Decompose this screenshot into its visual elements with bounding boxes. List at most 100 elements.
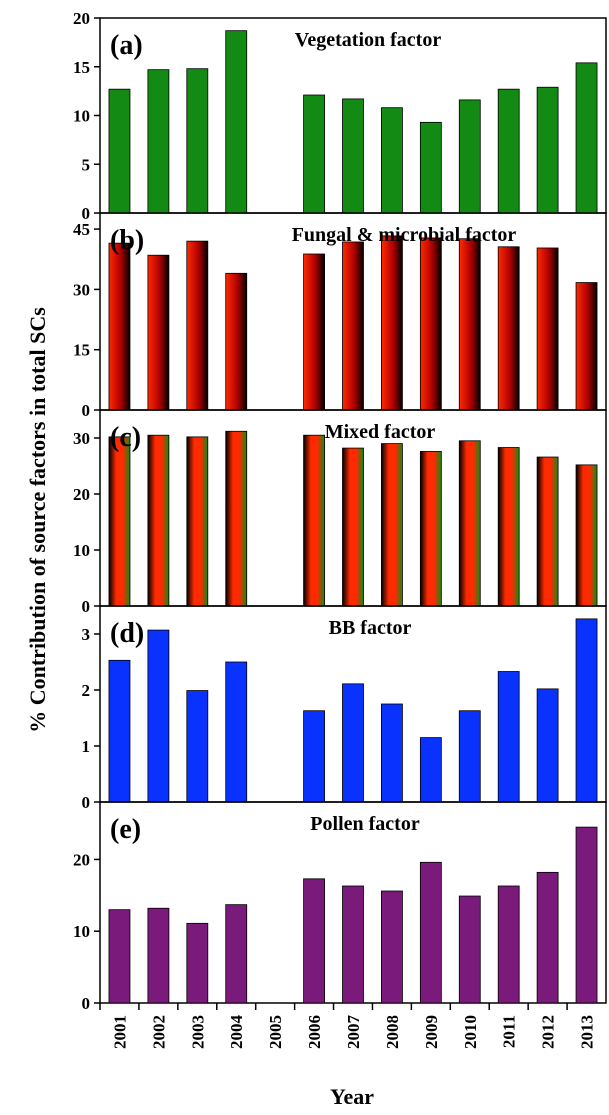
y-tick-label: 0 [82,401,91,420]
bar-2013 [575,62,598,214]
bar-2001 [108,659,131,803]
bar-2006 [303,878,325,1004]
bar-2011 [497,246,520,411]
y-tick-label: 15 [73,58,90,77]
bar-2001 [108,242,131,411]
bar-2009 [419,861,442,1004]
bar-2013 [575,282,598,411]
panel-label: (b) [110,225,144,256]
bar-2010 [458,440,481,607]
x-tick-label: 2012 [539,1015,558,1049]
bar-2004 [225,661,248,803]
bar-2003 [186,436,209,607]
y-tick-label: 0 [82,204,91,223]
y-tick-label: 45 [73,220,90,239]
bar-2012 [536,871,559,1004]
bar-2001 [108,88,131,214]
panel-title: Fungal & microbial factor [292,224,517,246]
bar-2006 [303,434,325,607]
x-tick-label: 2008 [383,1015,402,1049]
panel-4: 0 1 2 3 (d) BB factor [82,605,607,812]
y-tick-label: 0 [82,994,91,1013]
panel-title: Pollen factor [310,813,420,835]
y-tick-label: 10 [73,107,90,126]
panel-3: 0 10 20 30 (c) Mixed factor [73,409,607,616]
y-axis-title: % Contribution of source factors in tota… [25,307,50,733]
x-tick-label: 2013 [578,1015,597,1049]
bar-2008 [381,107,403,214]
y-tick-label: 2 [82,681,91,700]
bar-2012 [536,456,559,607]
bar-2008 [381,890,403,1004]
y-tick-label: 1 [82,737,91,756]
bar-2004 [225,30,248,214]
y-tick-label: 20 [73,850,90,869]
bar-2010 [458,710,481,803]
bar-2007 [342,241,364,411]
x-tick-label: 2001 [110,1015,129,1049]
x-tick-label: 2009 [422,1015,441,1049]
bar-2010 [458,895,481,1004]
x-tick-label: 2011 [500,1015,519,1048]
bar-2007 [342,885,364,1004]
x-tick-label: 2004 [227,1015,246,1050]
y-tick-label: 20 [73,9,90,28]
bar-2008 [381,235,403,411]
bar-2009 [419,237,442,411]
panel-title: BB factor [329,617,412,639]
y-tick-label: 30 [73,280,90,299]
y-tick-label: 15 [73,341,90,360]
y-tick-label: 0 [82,597,91,616]
panel-5: 0 10 20 (e) Pollen factor [73,801,607,1013]
x-tick-label: 2005 [266,1015,285,1049]
bar-2010 [458,99,481,214]
bar-2011 [497,885,520,1004]
panel-label: (e) [110,814,141,845]
bar-2007 [342,447,364,607]
bar-2012 [536,86,559,214]
x-axis-title: Year [330,1084,374,1109]
bar-2006 [303,710,325,803]
y-tick-label: 5 [82,155,91,174]
y-tick-label: 0 [82,793,91,812]
bar-2003 [186,690,209,803]
bar-2007 [342,98,364,214]
x-tick-label: 2003 [188,1015,207,1049]
bar-2011 [497,671,520,803]
bar-2006 [303,253,325,411]
bar-2004 [225,430,248,607]
x-tick-label: 2007 [344,1015,363,1050]
bar-2011 [497,447,520,607]
x-tick-label: 2006 [305,1015,324,1049]
bar-2009 [419,121,442,214]
bar-2008 [381,703,403,803]
panel-title: Mixed factor [325,421,436,443]
panel-label: (a) [110,30,143,61]
panel-2: 0 15 30 45 (b) Fungal & microbial factor [73,212,607,420]
bar-2003 [186,922,209,1004]
bar-2012 [536,247,559,411]
y-tick-label: 10 [73,922,90,941]
y-tick-label: 30 [73,429,90,448]
bar-2006 [303,94,325,214]
bar-2013 [575,618,598,803]
bar-2008 [381,443,403,607]
y-tick-label: 20 [73,485,90,504]
bar-2002 [147,629,170,803]
y-tick-label: 10 [73,541,90,560]
bar-2013 [575,464,598,607]
panel-label: (d) [110,618,144,649]
bar-2001 [108,436,131,607]
bar-2013 [575,826,598,1004]
bar-2004 [225,904,248,1004]
bar-2003 [186,240,209,411]
y-tick-label: 3 [82,625,91,644]
bar-2002 [147,434,170,607]
bar-2002 [147,907,170,1004]
x-tick-label: 2010 [461,1015,480,1049]
panel-title: Vegetation factor [295,29,442,51]
bar-2009 [419,451,442,607]
x-tick-label: 2002 [149,1015,168,1049]
